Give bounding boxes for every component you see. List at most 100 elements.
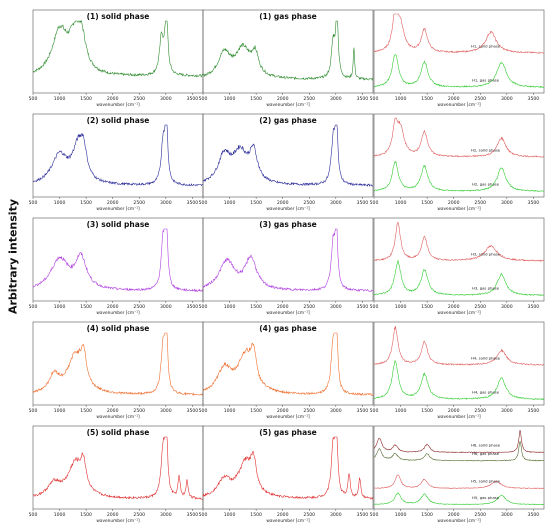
spectrum-line (373, 441, 545, 462)
panel-frame (202, 113, 374, 198)
x-tick-label: 2500 (474, 200, 486, 206)
x-tick-label: 500 (199, 408, 208, 414)
x-tick-label: 2500 (133, 408, 145, 414)
spectrum-line (373, 13, 545, 54)
panel-frame (373, 425, 545, 510)
x-tick-label: 2000 (277, 304, 289, 310)
x-tick-label: 2500 (474, 96, 486, 102)
x-tick-label: 2000 (448, 200, 460, 206)
x-tick-label: 2500 (303, 200, 315, 206)
series-label: H6, solid phase (471, 443, 501, 448)
x-tick-label: 3000 (160, 512, 172, 518)
x-tick-label: 2000 (107, 96, 119, 102)
x-tick-label: 3000 (330, 96, 342, 102)
x-tick-label: 3500 (187, 200, 199, 206)
spectrum-line (32, 20, 204, 78)
panel-title: (5) solid phase (87, 428, 150, 437)
spectrum-line (202, 436, 374, 500)
spectrum-line (373, 429, 545, 454)
x-tick-label: 2000 (448, 304, 460, 310)
panel-title: (2) solid phase (87, 116, 150, 125)
x-tick-label: 2000 (107, 512, 119, 518)
series-label: H4, gas phase (472, 390, 500, 395)
spectrum-line (373, 326, 545, 366)
x-tick-label: 2000 (448, 408, 460, 414)
x-tick-label: 1500 (80, 304, 92, 310)
x-tick-label: 500 (199, 96, 208, 102)
x-tick-label: 3500 (357, 200, 369, 206)
x-axis-label: wavenumber [cm⁻¹] (266, 518, 310, 523)
series-label: H1, solid phase (471, 43, 501, 48)
x-tick-label: 3000 (330, 304, 342, 310)
x-tick-label: 3500 (357, 304, 369, 310)
spectrum-line (32, 332, 204, 396)
x-tick-label: 2500 (474, 512, 486, 518)
x-tick-label: 3500 (187, 304, 199, 310)
x-tick-label: 3000 (501, 304, 513, 310)
panel-title: (3) solid phase (87, 220, 150, 229)
x-tick-label: 2000 (277, 96, 289, 102)
x-tick-label: 500 (199, 304, 208, 310)
x-tick-label: 2500 (133, 96, 145, 102)
spectrum-line (202, 20, 374, 81)
panel-frame (202, 217, 374, 302)
x-tick-label: 1000 (224, 200, 236, 206)
spectrum-line (373, 360, 545, 401)
panel-frame (373, 9, 545, 94)
x-tick-label: 1500 (250, 408, 262, 414)
x-axis-label: wavenumber [cm⁻¹] (96, 206, 140, 212)
x-tick-label: 2500 (133, 304, 145, 310)
spectrum-line (32, 228, 204, 293)
x-tick-label: 1500 (80, 408, 92, 414)
x-axis-label: wavenumber [cm⁻¹] (437, 310, 481, 316)
x-tick-label: 3000 (160, 304, 172, 310)
series-label: H2, solid phase (471, 147, 501, 152)
series-label: H5, gas phase (472, 495, 500, 500)
panel-title: (5) gas phase (259, 428, 317, 437)
x-tick-label: 1000 (54, 200, 66, 206)
x-tick-label: 1500 (80, 200, 92, 206)
x-tick-label: 1500 (250, 200, 262, 206)
x-tick-label: 1500 (421, 96, 433, 102)
x-tick-label: 500 (370, 304, 379, 310)
series-label: H1, gas phase (472, 78, 500, 83)
x-axis-label: wavenumber [cm⁻¹] (266, 206, 310, 212)
x-tick-label: 1000 (54, 408, 66, 414)
x-tick-label: 2000 (107, 304, 119, 310)
x-tick-label: 1500 (421, 304, 433, 310)
x-tick-label: 500 (29, 512, 38, 518)
x-tick-label: 3000 (330, 512, 342, 518)
x-tick-label: 500 (29, 200, 38, 206)
x-tick-label: 3000 (501, 200, 513, 206)
x-tick-label: 1000 (395, 304, 407, 310)
x-tick-label: 3500 (357, 408, 369, 414)
x-tick-label: 1000 (54, 512, 66, 518)
x-tick-label: 3500 (528, 408, 540, 414)
x-tick-label: 3500 (528, 96, 540, 102)
x-tick-label: 3500 (528, 304, 540, 310)
x-tick-label: 500 (29, 408, 38, 414)
x-tick-label: 1000 (224, 96, 236, 102)
spectrum-line (32, 124, 204, 187)
panel-frame (373, 321, 545, 406)
x-tick-label: 500 (370, 96, 379, 102)
x-axis-label: wavenumber [cm⁻¹] (437, 414, 481, 420)
x-axis-label: wavenumber [cm⁻¹] (437, 102, 481, 108)
series-label: H3, solid phase (471, 251, 501, 256)
x-tick-label: 3000 (330, 408, 342, 414)
x-axis-label: wavenumber [cm⁻¹] (437, 518, 481, 523)
x-tick-label: 3500 (528, 200, 540, 206)
panel-title: (2) gas phase (259, 116, 317, 125)
spectrum-line (202, 228, 374, 292)
y-axis-label: Arbitrary intensity (6, 199, 20, 315)
series-label: H5, solid phase (471, 479, 501, 484)
x-tick-label: 2500 (303, 304, 315, 310)
spectrum-line (373, 259, 545, 297)
x-axis-label: wavenumber [cm⁻¹] (266, 310, 310, 316)
x-tick-label: 3000 (160, 96, 172, 102)
panel-frame (373, 113, 545, 198)
x-tick-label: 2500 (303, 408, 315, 414)
x-tick-label: 2500 (474, 304, 486, 310)
x-tick-label: 1500 (250, 96, 262, 102)
